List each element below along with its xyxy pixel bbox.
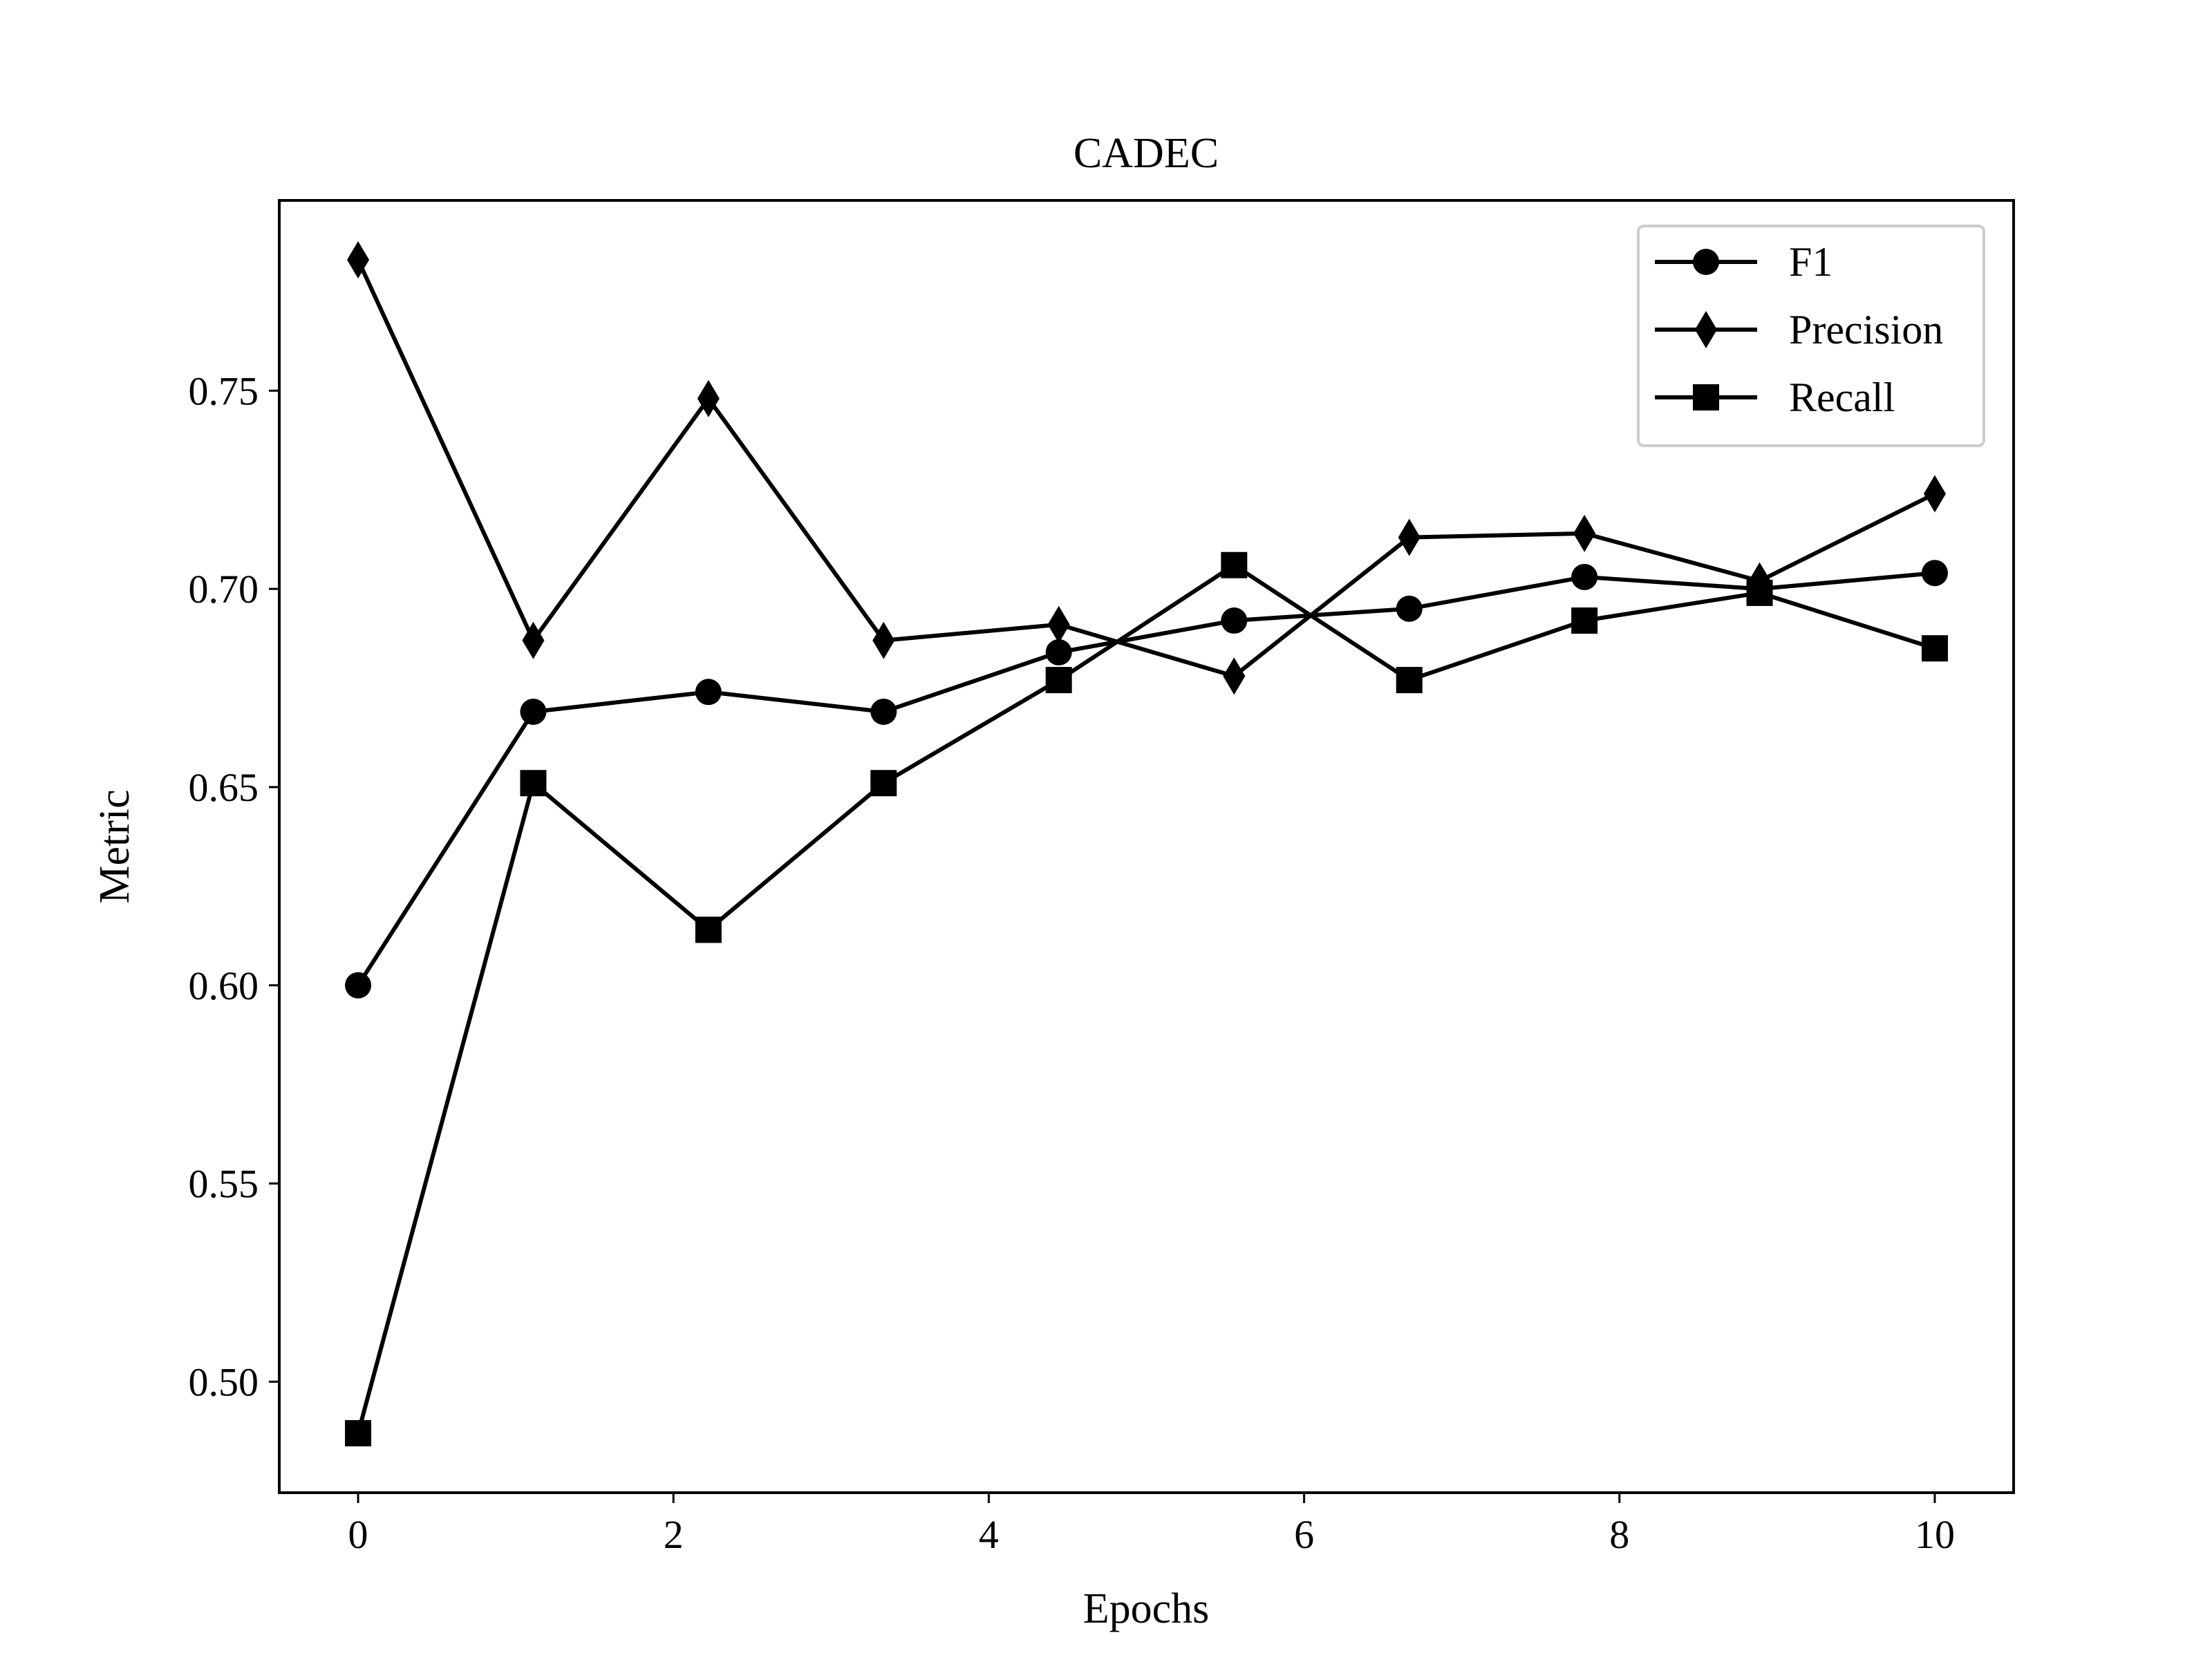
series-precision — [347, 241, 1946, 695]
legend-marker-recall — [1693, 384, 1719, 410]
x-tick-label: 6 — [1294, 1512, 1314, 1557]
data-point-recall — [1571, 607, 1598, 634]
data-point-recall — [1921, 635, 1948, 662]
y-tick-label: 0.50 — [189, 1359, 259, 1404]
data-point-f1 — [345, 972, 372, 999]
data-point-f1 — [520, 698, 547, 725]
data-point-precision — [347, 241, 370, 279]
data-point-recall — [1045, 667, 1072, 694]
data-point-f1 — [1221, 607, 1248, 634]
data-point-precision — [1573, 514, 1596, 552]
data-point-precision — [1923, 475, 1946, 513]
data-point-f1 — [1571, 563, 1598, 590]
y-tick-label: 0.65 — [189, 765, 259, 810]
series-line-recall — [356, 563, 1936, 1434]
legend-marker-precision — [1695, 311, 1717, 348]
legend-label: F1 — [1789, 239, 1833, 285]
data-point-recall — [520, 770, 547, 797]
y-tick-label: 0.75 — [189, 368, 259, 413]
legend-item-f1: F1 — [1655, 239, 1833, 285]
x-tick-label: 0 — [348, 1512, 368, 1557]
series-recall — [345, 551, 1948, 1446]
plot-area — [345, 241, 1948, 1446]
y-axis-label: Metric — [91, 789, 138, 903]
data-point-precision — [1223, 657, 1246, 695]
data-point-f1 — [1045, 639, 1072, 665]
legend: F1 Precision Recall — [1637, 225, 1985, 447]
legend-frame — [1637, 225, 1985, 447]
legend-marker-f1 — [1693, 249, 1719, 275]
data-point-f1 — [695, 679, 722, 706]
data-point-recall — [345, 1419, 372, 1446]
data-point-recall — [1746, 579, 1773, 606]
legend-item-recall: Recall — [1655, 375, 1895, 420]
data-point-f1 — [1396, 595, 1423, 622]
x-tick-label: 2 — [664, 1512, 684, 1557]
data-point-precision — [522, 621, 545, 659]
legend-label: Recall — [1789, 375, 1895, 420]
y-tick-label: 0.55 — [189, 1162, 259, 1207]
x-axis-label: Epochs — [1083, 1585, 1210, 1632]
data-point-precision — [697, 379, 720, 417]
legend-item-precision: Precision — [1655, 307, 1943, 352]
x-tick-label: 8 — [1609, 1512, 1629, 1557]
y-tick-label: 0.70 — [189, 567, 259, 612]
data-point-recall — [870, 770, 897, 797]
data-point-precision — [1398, 518, 1421, 556]
data-point-recall — [1396, 667, 1423, 694]
x-tick-label: 10 — [1915, 1512, 1955, 1557]
data-point-recall — [1221, 551, 1248, 578]
data-point-f1 — [1921, 560, 1948, 587]
axes-frame — [278, 199, 2015, 1494]
legend-label: Precision — [1789, 307, 1943, 352]
chart-title: CADEC — [1074, 130, 1219, 177]
y-tick-label: 0.60 — [189, 963, 259, 1008]
series-line-f1 — [356, 571, 1936, 987]
data-point-precision — [872, 621, 895, 659]
data-point-recall — [695, 916, 722, 943]
series-line-precision — [356, 258, 1936, 679]
axes: 0 2 4 6 8 10 0.50 0.55 0.60 0.65 0.70 0.75 — [189, 368, 1955, 1557]
data-point-precision — [1047, 605, 1070, 643]
x-tick-label: 4 — [979, 1512, 999, 1557]
data-point-f1 — [870, 698, 897, 725]
